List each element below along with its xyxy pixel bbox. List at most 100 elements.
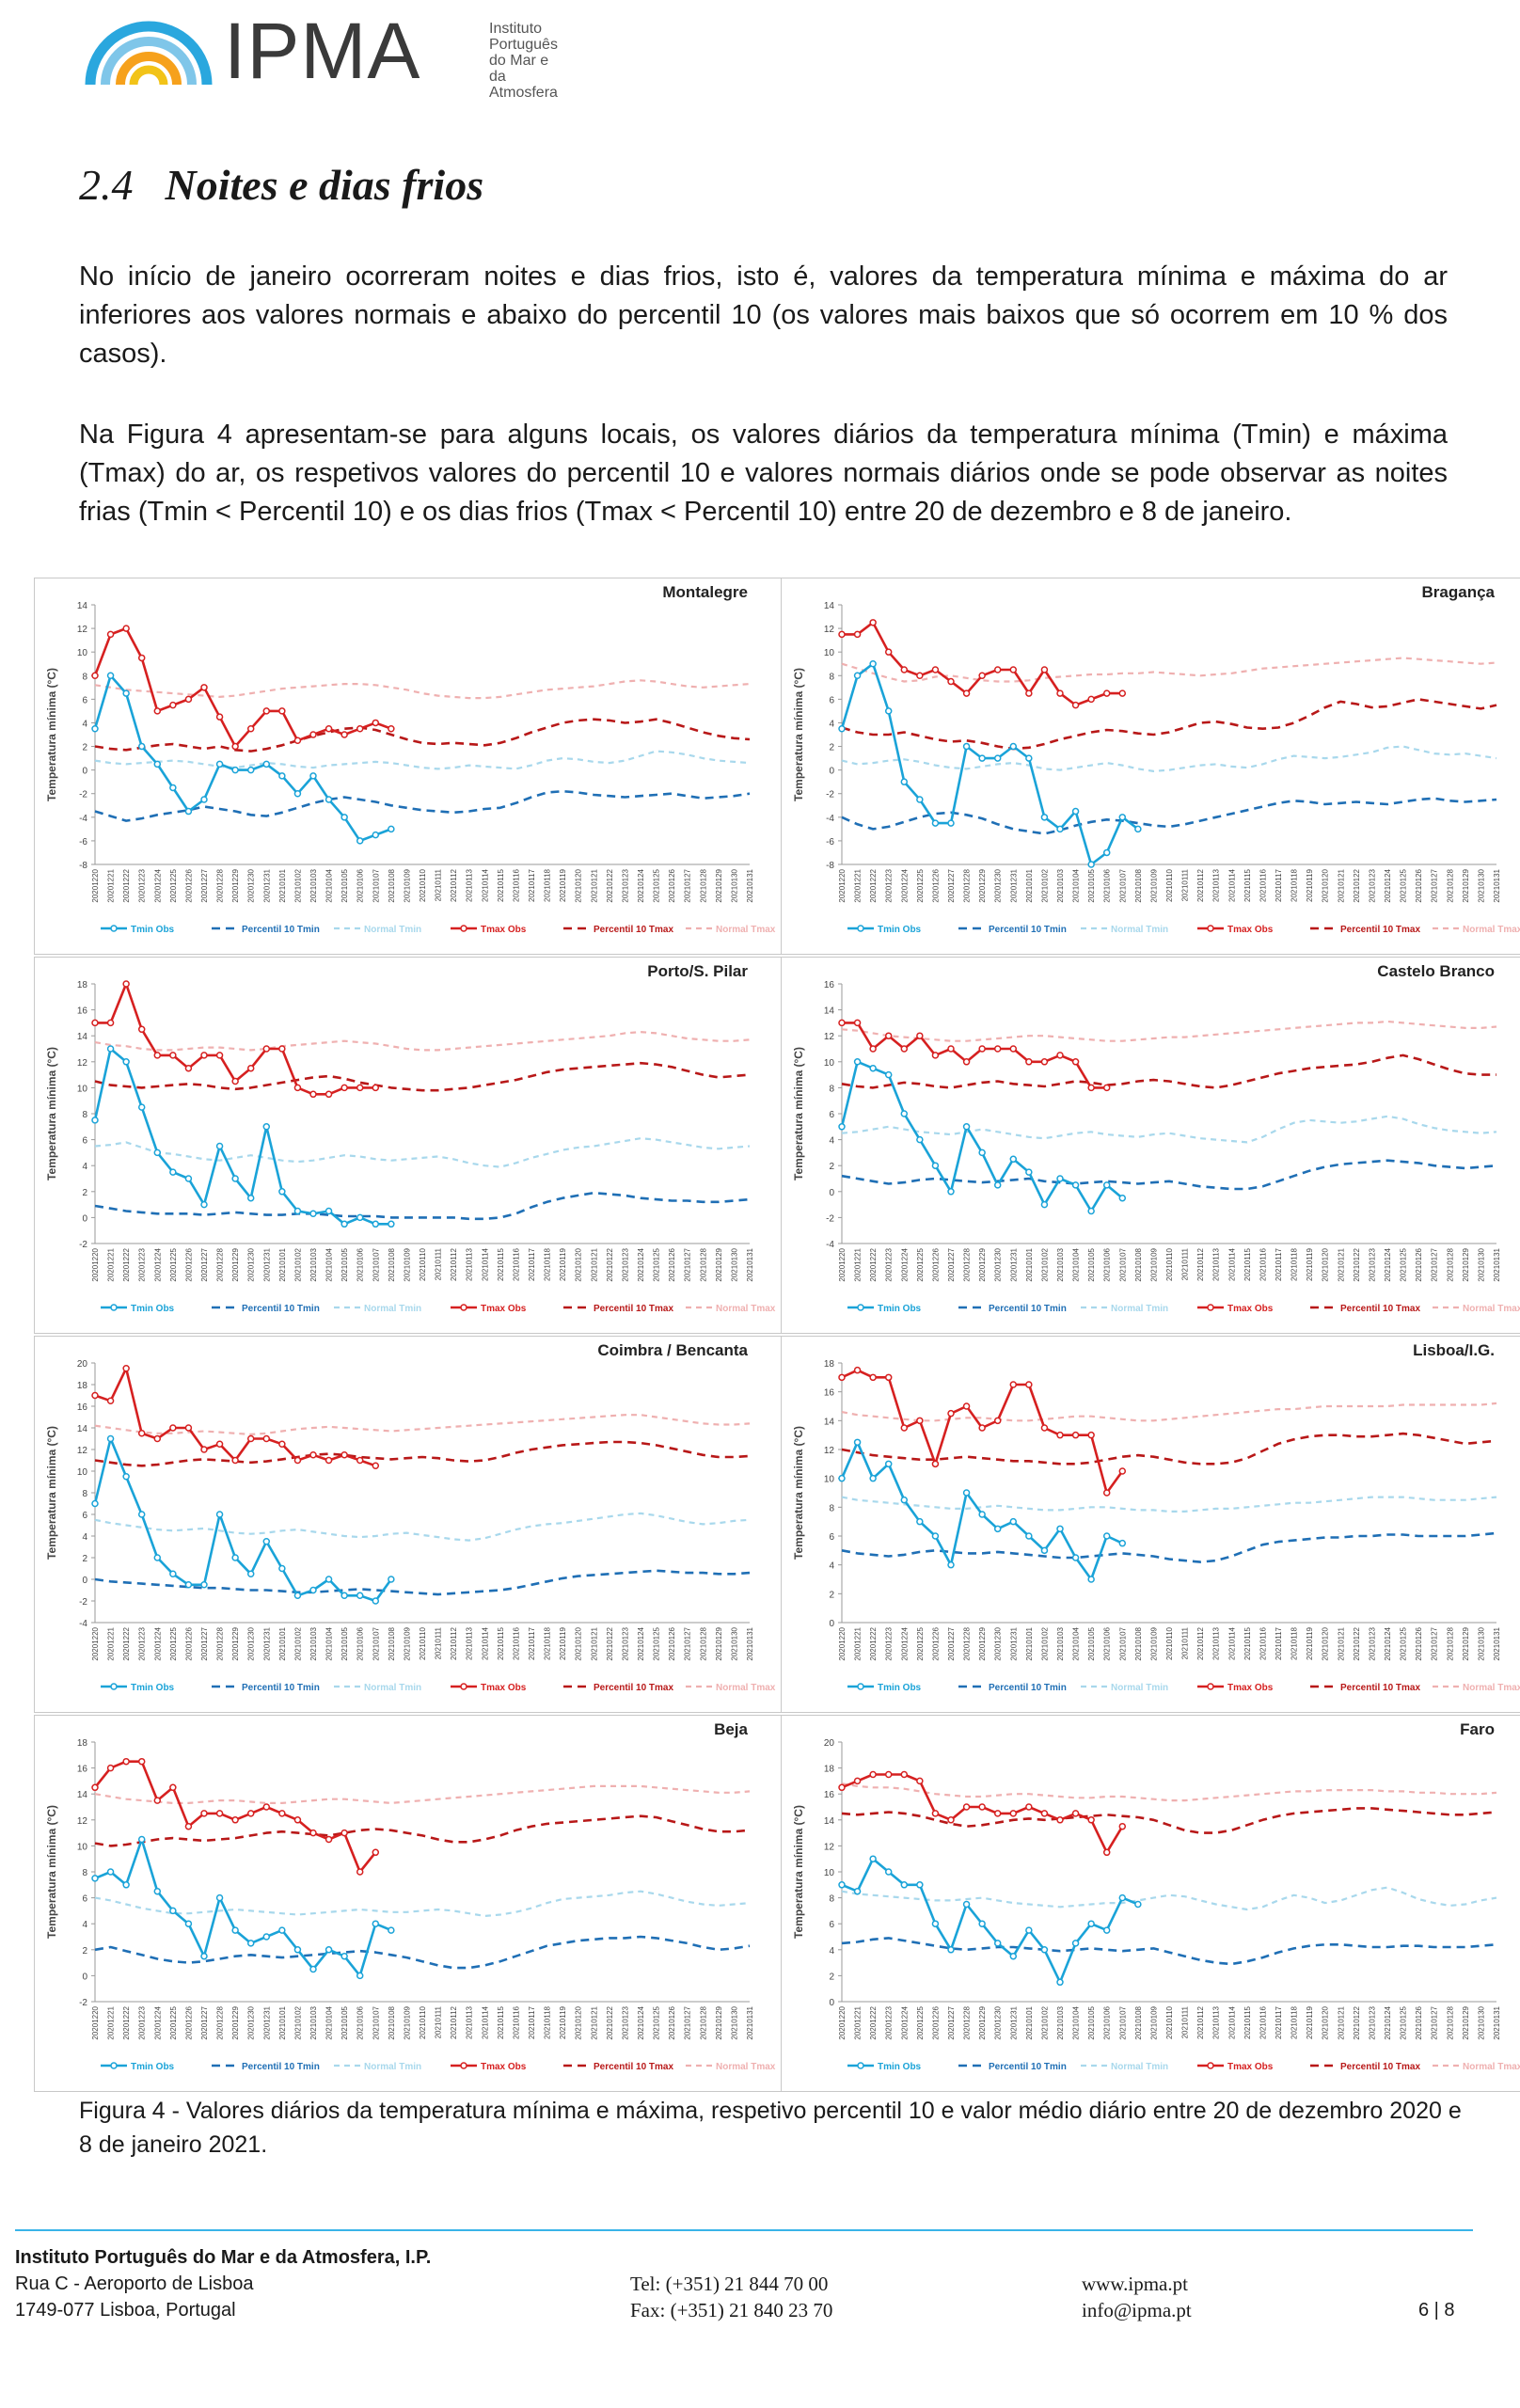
y-tick-label: 12 <box>77 1446 88 1456</box>
y-tick-label: 12 <box>824 1842 835 1852</box>
x-tick-label: 20210111 <box>435 2005 443 2038</box>
chart-svg: Coimbra / Bencanta -4 -2 0 2 4 6 8 10 12 14 16 18 20 T… <box>45 1341 776 1693</box>
data-point <box>869 619 877 626</box>
chart-title: Coimbra / Bencanta <box>597 1341 748 1359</box>
series-line <box>841 1054 1496 1089</box>
y-tick-label: 20 <box>824 1738 835 1749</box>
data-point <box>153 1149 162 1157</box>
section-number: 2.4 <box>79 161 134 209</box>
y-tick-label: 12 <box>824 1032 835 1042</box>
data-point <box>184 807 193 816</box>
data-point <box>278 1045 286 1053</box>
y-tick-label: 14 <box>824 1816 835 1827</box>
y-tick-label: 8 <box>829 1894 834 1905</box>
data-point <box>262 1045 271 1053</box>
data-point <box>293 1592 302 1599</box>
data-point <box>1102 1532 1111 1540</box>
chart-coimbra: Coimbra / Bencanta -4 -2 0 2 4 6 8 10 12 14 16 18 20 T… <box>34 1336 784 1713</box>
legend-label: Normal Tmax <box>1463 1683 1520 1693</box>
x-tick-label: 20210113 <box>1212 1247 1221 1281</box>
data-point <box>1102 1084 1111 1092</box>
x-tick-label: 20201229 <box>231 868 240 902</box>
x-tick-label: 20210131 <box>746 1247 754 1281</box>
data-point <box>853 1777 862 1785</box>
data-point <box>293 1456 302 1465</box>
x-tick-label: 20210107 <box>372 1247 380 1281</box>
x-tick-label: 20210121 <box>1337 1247 1345 1281</box>
x-tick-label: 20210111 <box>1181 1626 1190 1659</box>
legend-label: Tmin Obs <box>131 2062 175 2072</box>
legend-label: Tmin Obs <box>131 925 175 935</box>
data-point <box>372 719 380 727</box>
x-tick-label: 20210119 <box>1306 1247 1314 1281</box>
data-point <box>1087 1920 1095 1927</box>
x-tick-label: 20210131 <box>1493 1247 1501 1281</box>
legend-marker <box>857 925 864 932</box>
data-point <box>231 1816 239 1824</box>
x-tick-label: 20210120 <box>1322 1626 1330 1660</box>
y-tick-label: 18 <box>824 1359 835 1370</box>
data-point <box>278 1440 286 1448</box>
x-tick-label: 20210105 <box>340 1247 349 1281</box>
data-point <box>231 742 239 751</box>
footer-website-link[interactable]: www.ipma.pt <box>1082 2273 1188 2295</box>
logo-subtitle-line: Atmosfera <box>489 85 558 101</box>
legend-label: Percentil 10 Tmin <box>242 1304 320 1314</box>
x-tick-label: 20201228 <box>216 1247 225 1281</box>
x-tick-label: 20210131 <box>1493 1626 1501 1660</box>
legend-marker <box>110 1683 118 1690</box>
legend-marker <box>460 1683 467 1690</box>
x-tick-label: 20210128 <box>699 1247 707 1281</box>
x-tick-label: 20210113 <box>466 1626 474 1660</box>
data-point <box>106 1397 115 1404</box>
data-point <box>931 1532 940 1540</box>
data-point <box>356 837 364 845</box>
data-point <box>1025 754 1033 762</box>
data-point <box>340 1592 348 1599</box>
x-tick-label: 20210129 <box>1462 2005 1470 2039</box>
logo-wordmark: IPMA <box>224 7 421 95</box>
logo-subtitle: Instituto Português do Mar e da Atmosfer… <box>489 21 558 101</box>
x-tick-label: 20201231 <box>1009 1626 1018 1660</box>
x-tick-label: 20210111 <box>1181 1247 1190 1280</box>
legend-label: Normal Tmax <box>716 925 776 935</box>
data-point <box>200 1952 208 1960</box>
legend-label: Percentil 10 Tmax <box>1340 925 1420 935</box>
footer-email-link[interactable]: info@ipma.pt <box>1082 2299 1192 2321</box>
data-point <box>1102 848 1111 857</box>
x-tick-label: 20210123 <box>621 1626 629 1660</box>
series-line <box>94 1814 751 1847</box>
legend-label: Percentil 10 Tmin <box>989 925 1067 935</box>
data-point <box>853 1887 862 1895</box>
x-tick-label: 20210127 <box>1431 2005 1439 2039</box>
x-tick-label: 20210121 <box>1337 1626 1345 1660</box>
data-point <box>122 980 130 988</box>
x-tick-label: 20210125 <box>653 868 661 902</box>
series-line <box>841 1937 1497 1966</box>
x-tick-label: 20210112 <box>1196 2005 1205 2039</box>
data-point <box>916 796 924 803</box>
data-point <box>1071 1554 1080 1561</box>
chart-faro: Faro 0 2 4 6 8 10 12 14 16 18 20 Temperatura mínima … <box>781 1715 1520 2092</box>
x-tick-label: 20201223 <box>885 2005 894 2039</box>
x-tick-label: 20210123 <box>621 868 629 902</box>
x-tick-label: 20201225 <box>916 868 925 902</box>
legend-label: Percentil 10 Tmax <box>594 1683 673 1693</box>
x-tick-label: 20210108 <box>1134 868 1143 902</box>
data-point <box>340 1084 348 1092</box>
data-point <box>916 1517 924 1526</box>
data-point <box>106 672 115 680</box>
x-tick-label: 20210102 <box>1040 868 1049 902</box>
data-point <box>91 1019 99 1027</box>
x-tick-label: 20210129 <box>715 1247 723 1281</box>
y-axis-label: Temperatura mínima (°C) <box>45 1047 58 1180</box>
x-tick-label: 20210121 <box>590 2005 598 2039</box>
x-tick-label: 20210101 <box>278 868 287 902</box>
series-line <box>841 1115 1497 1144</box>
data-point <box>356 1592 364 1599</box>
legend-label: Tmax Obs <box>481 925 527 935</box>
x-tick-label: 20210101 <box>278 2005 287 2039</box>
data-point <box>200 1052 208 1059</box>
series-line <box>94 1191 751 1221</box>
x-tick-label: 20210128 <box>699 1626 707 1660</box>
